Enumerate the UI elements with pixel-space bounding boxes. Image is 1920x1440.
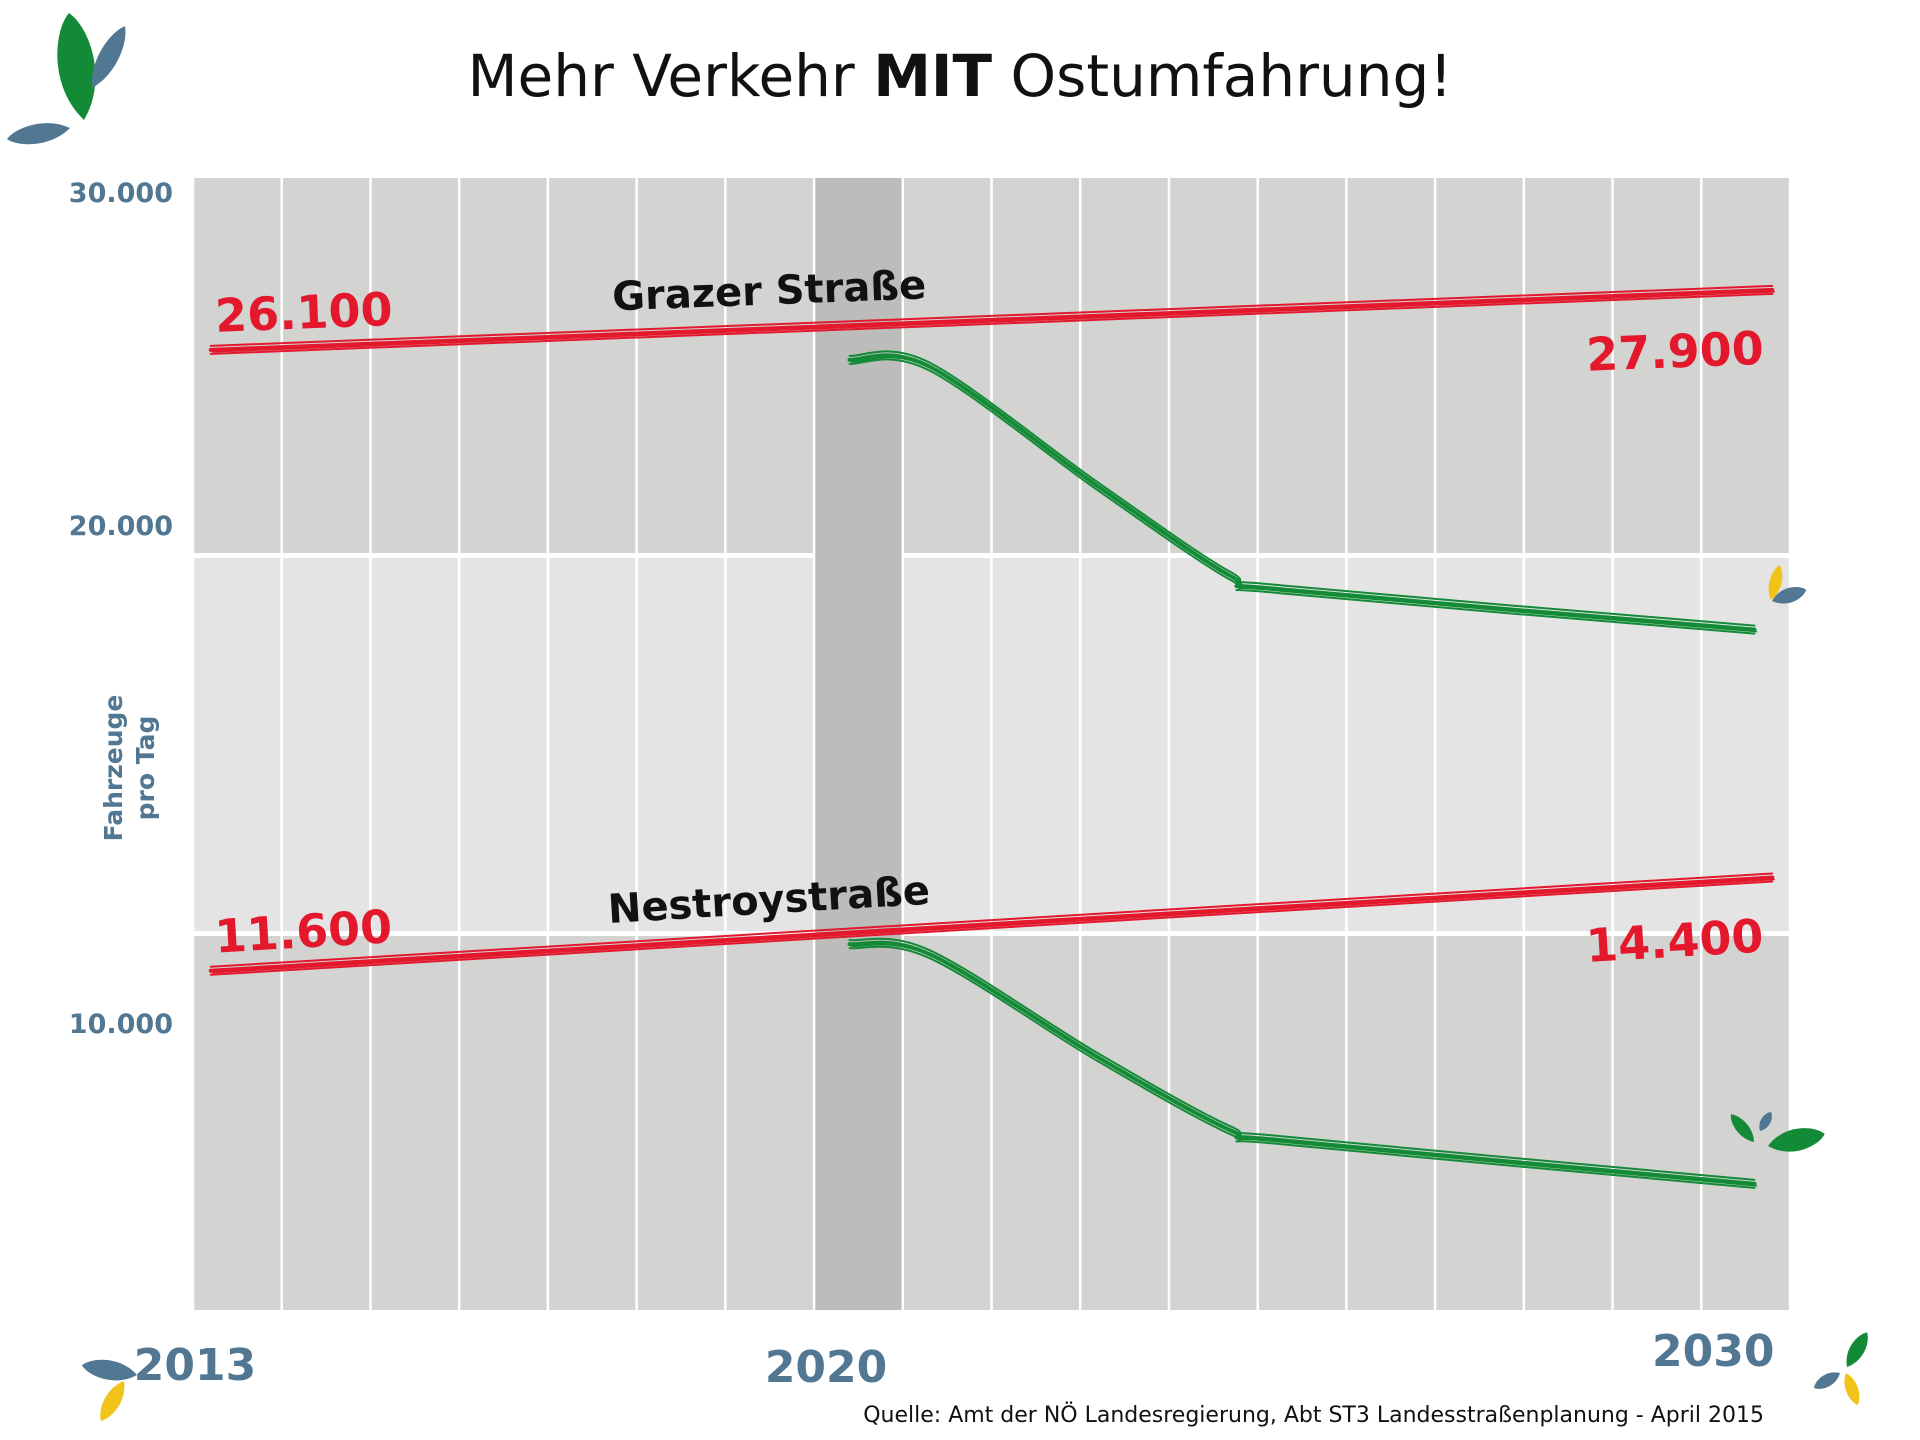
highlight-column-2020 [814, 178, 903, 1310]
series-line-with-bypass [847, 350, 1758, 635]
chart-title-bold: MIT [873, 42, 993, 110]
series-stroke [211, 291, 1776, 353]
axis-tick-labels: 30.000 20.000 10.000 2013 2020 2030 [69, 178, 1775, 1393]
leaf-deco-icon [1846, 1332, 1868, 1367]
leaf-deco-icon [1730, 1114, 1754, 1142]
series-stroke [211, 878, 1776, 974]
start-value-label: 26.100 [214, 282, 393, 343]
end-value-label: 14.400 [1584, 909, 1764, 973]
leaf-deco-icon [81, 1359, 137, 1381]
x-tick-label: 2020 [765, 1342, 887, 1393]
leaf-deco-icon [1768, 1128, 1825, 1152]
leaf-deco-icon [1814, 1372, 1840, 1389]
leaf-decorations [6, 13, 1868, 1421]
y-axis-label-line: pro Tag [131, 715, 160, 821]
y-axis-label-line: Fahrzeuge [99, 694, 128, 842]
y-axis-label: Fahrzeuge pro Tag [98, 695, 162, 842]
series-line-without-bypass [208, 284, 1776, 355]
series-stroke [208, 287, 1775, 352]
series-stroke [209, 284, 1774, 347]
leaf-deco-icon [91, 26, 126, 88]
chart-title-part: Ostumfahrung! [992, 42, 1453, 110]
chart-title-part: Mehr Verkehr [467, 42, 874, 110]
series-stroke [209, 872, 1774, 968]
leaf-deco-icon [1772, 587, 1807, 604]
leaf-deco-icon [100, 1381, 125, 1421]
end-value-label: 27.900 [1585, 321, 1764, 382]
leaf-deco-icon [6, 123, 70, 145]
y-tick-label: 30.000 [69, 178, 173, 209]
y-tick-label: 20.000 [69, 511, 173, 542]
x-tick-label: 2013 [134, 1340, 256, 1391]
vertical-gridlines [191, 178, 1792, 1310]
series-stroke [848, 350, 1756, 627]
series-stroke [850, 943, 1758, 1187]
source-note: Quelle: Amt der NÖ Landesregierung, Abt … [863, 1403, 1764, 1428]
series-stroke [848, 937, 1756, 1181]
series-stroke [848, 358, 1756, 635]
series-stroke [209, 292, 1774, 355]
series-stroke [208, 875, 1775, 973]
series-stroke [848, 945, 1756, 1189]
leaf-deco-icon [1768, 565, 1783, 600]
y-tick-label: 10.000 [69, 1009, 173, 1040]
series-lines [208, 284, 1776, 1189]
series-line-with-bypass [847, 937, 1758, 1189]
x-tick-label: 2030 [1652, 1326, 1774, 1377]
leaf-deco-icon [1759, 1111, 1772, 1131]
series-line-without-bypass [208, 872, 1776, 976]
series-stroke [847, 940, 1757, 1186]
leaf-deco-icon [57, 13, 96, 120]
series-stroke [850, 356, 1758, 633]
chart-title: Mehr Verkehr MIT Ostumfahrung! [0, 42, 1920, 110]
leaf-deco-icon [1844, 1373, 1860, 1405]
series-stroke [209, 880, 1774, 976]
start-value-label: 11.600 [213, 899, 393, 963]
